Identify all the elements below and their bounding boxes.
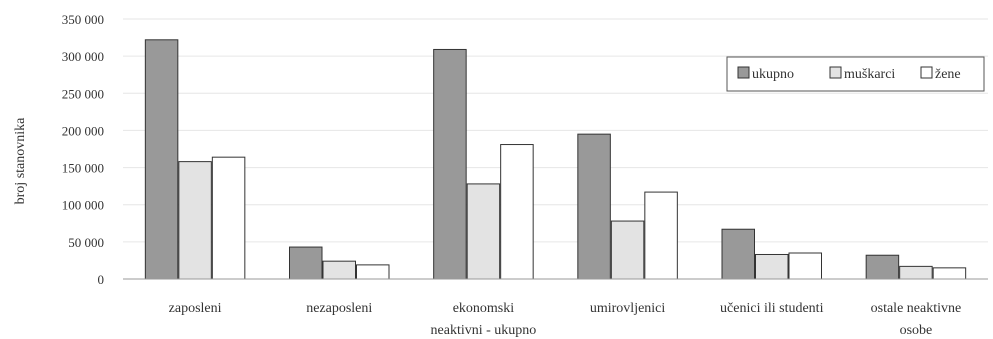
y-tick-label: 250 000 — [62, 86, 104, 101]
bar-žene — [500, 144, 534, 280]
gridlines — [123, 18, 988, 243]
x-tick-label: ekonomski — [453, 301, 515, 316]
legend-label-žene: žene — [935, 67, 961, 82]
bar-ukupno — [865, 254, 900, 280]
x-tick-label: učenici ili studenti — [720, 301, 824, 316]
y-tick-label: 150 000 — [62, 161, 104, 176]
bar-muškarci — [755, 253, 789, 280]
bar-muškarci — [899, 265, 933, 280]
x-tick-label: zaposleni — [169, 301, 222, 316]
bar-ukupno — [289, 246, 323, 280]
legend-swatch-muškarci — [829, 66, 842, 79]
legend-box — [726, 56, 985, 92]
x-tick-label: ostale neaktivne — [871, 301, 962, 316]
legend: ukupno muškarci žene — [726, 56, 985, 92]
bar-žene — [932, 267, 967, 280]
bar-žene — [644, 191, 678, 280]
x-tick-label: nezaposleni — [306, 301, 372, 316]
x-tick-label: neaktivni - ukupno — [431, 323, 537, 338]
legend-swatch-ukupno — [737, 66, 750, 79]
y-tick-label: 300 000 — [62, 49, 104, 64]
bar-ukupno — [721, 228, 755, 280]
y-axis-ticks: 0 50 000 100 000 150 000 200 000 250 000 300 0… — [62, 12, 104, 287]
y-tick-label: 100 000 — [62, 198, 104, 213]
y-tick-label: 0 — [98, 272, 105, 287]
x-tick-label: umirovljenici — [590, 301, 666, 316]
bar-ukupno — [144, 39, 179, 280]
x-axis-labels: zaposleni nezaposleni ekonomski neaktivni -… — [169, 301, 962, 338]
y-tick-label: 350 000 — [62, 12, 104, 27]
bar-muškarci — [322, 260, 356, 280]
bar-žene — [211, 156, 246, 280]
bar-žene — [356, 264, 390, 280]
y-axis-title: broj stanovnika — [13, 117, 28, 204]
bar-muškarci — [178, 161, 212, 280]
bar-ukupno — [577, 133, 611, 280]
legend-label-muškarci: muškarci — [844, 67, 895, 82]
bar-žene — [788, 252, 822, 280]
bar-muškarci — [466, 183, 501, 280]
bar-muškarci — [610, 220, 645, 280]
y-tick-label: 200 000 — [62, 123, 104, 138]
legend-label-ukupno: ukupno — [752, 67, 794, 82]
legend-swatch-žene — [920, 66, 933, 79]
x-tick-label: osobe — [900, 323, 933, 338]
bars — [144, 39, 967, 280]
bar-ukupno — [433, 48, 467, 280]
y-tick-label: 50 000 — [68, 235, 104, 250]
